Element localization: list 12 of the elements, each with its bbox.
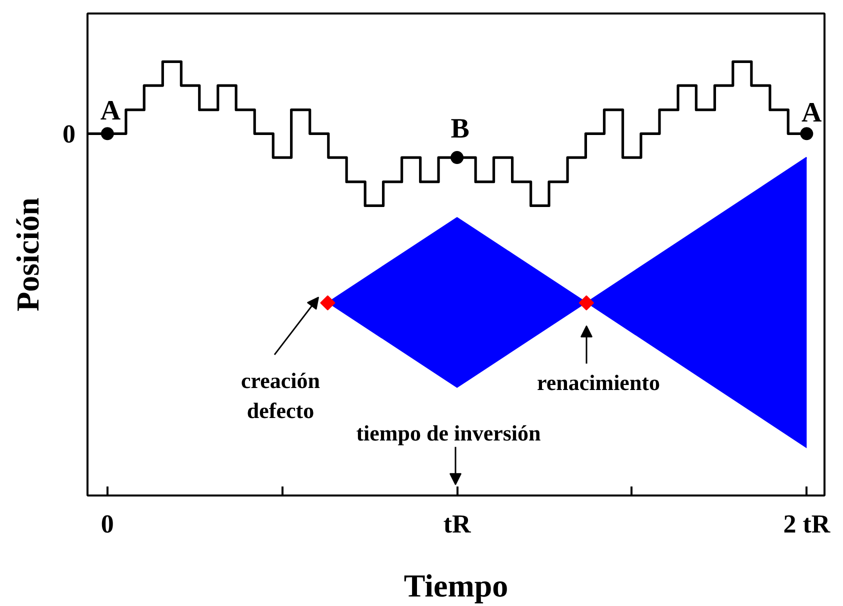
x-axis-title: Tiempo	[404, 568, 508, 604]
x-tick-label: tR	[443, 510, 471, 538]
annotation: A	[802, 98, 823, 129]
y-axis-title: Posición	[10, 197, 46, 312]
text: 0	[62, 120, 76, 149]
annotation: renacimiento	[536, 370, 660, 395]
x-tick-label: 0	[100, 510, 114, 538]
annotation: B	[450, 114, 470, 145]
annotation: creación defecto	[240, 368, 320, 423]
x-tick-label: 2 tR	[783, 510, 830, 538]
annotation: A	[100, 96, 122, 127]
annotation: tiempo de inversión	[356, 420, 541, 446]
